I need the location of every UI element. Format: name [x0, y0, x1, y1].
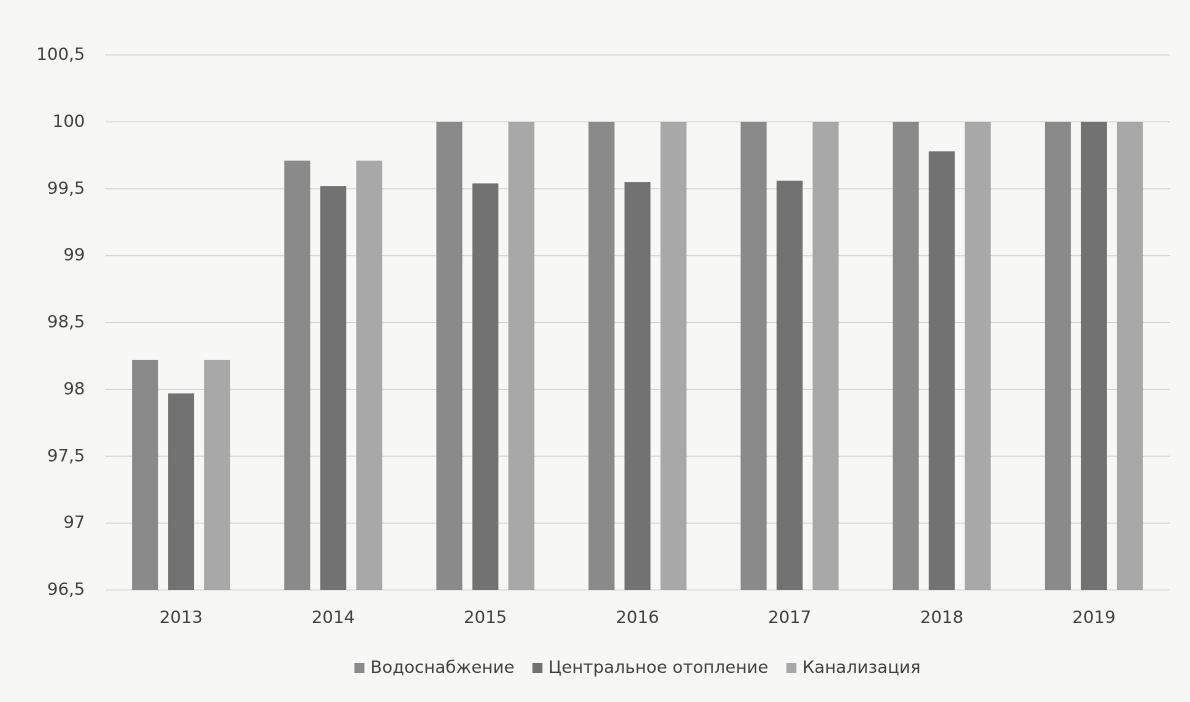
bar — [168, 393, 195, 590]
bar — [964, 121, 991, 590]
bar — [204, 359, 231, 590]
bar — [812, 121, 839, 590]
bar — [508, 121, 535, 590]
y-tick-label: 99 — [63, 246, 85, 266]
y-tick-label: 97,5 — [47, 446, 85, 466]
x-tick-label: 2019 — [1072, 608, 1115, 628]
bar — [320, 186, 347, 590]
bar — [588, 121, 615, 590]
legend-swatch — [786, 663, 797, 673]
bar — [660, 121, 687, 590]
x-tick-label: 2018 — [920, 608, 963, 628]
legend-swatch — [532, 663, 543, 673]
y-tick-label: 99,5 — [47, 179, 85, 199]
x-tick-label: 2013 — [159, 608, 202, 628]
legend-label: Центральное отопление — [548, 658, 768, 678]
bar — [356, 160, 383, 590]
y-tick-label: 97 — [63, 513, 85, 533]
bar — [1116, 121, 1143, 590]
bar — [132, 359, 159, 590]
legend-swatch — [354, 663, 365, 673]
bar — [472, 183, 499, 590]
y-tick-label: 98 — [63, 379, 85, 399]
y-tick-label: 98,5 — [47, 313, 85, 333]
bar — [892, 121, 919, 590]
bar — [776, 180, 803, 590]
x-tick-label: 2014 — [312, 608, 355, 628]
x-tick-label: 2016 — [616, 608, 659, 628]
bar — [740, 121, 767, 590]
bar — [284, 160, 311, 590]
x-tick-label: 2017 — [768, 608, 811, 628]
legend-label: Водоснабжение — [370, 658, 514, 678]
bar — [1080, 121, 1107, 590]
y-tick-label: 96,5 — [47, 580, 85, 600]
x-tick-label: 2015 — [464, 608, 507, 628]
bar — [436, 121, 463, 590]
y-tick-label: 100 — [53, 112, 85, 132]
bar — [928, 151, 955, 591]
y-tick-label: 100,5 — [36, 45, 85, 65]
legend-label: Канализация — [802, 658, 920, 678]
bar — [1044, 121, 1071, 590]
bar — [624, 182, 651, 590]
